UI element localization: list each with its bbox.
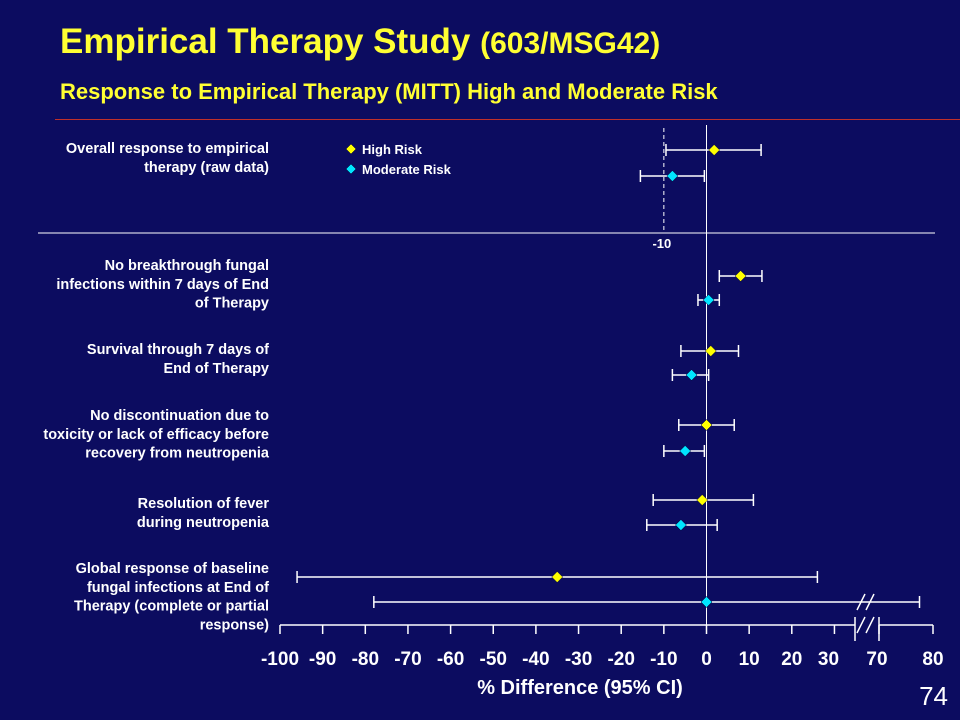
legend-marker bbox=[345, 163, 357, 175]
x-tick-label: -50 bbox=[480, 649, 507, 670]
x-tick-label: -40 bbox=[522, 649, 549, 670]
x-tick-label: 0 bbox=[701, 649, 712, 670]
x-tick-label: 70 bbox=[866, 649, 887, 670]
category-label-line: Survival through 7 days of bbox=[87, 342, 269, 358]
x-tick-label: 80 bbox=[922, 649, 943, 670]
point-estimate bbox=[700, 596, 713, 608]
point-estimate bbox=[685, 369, 698, 381]
x-tick-label: -100 bbox=[261, 649, 299, 670]
title-text: Empirical Therapy Study bbox=[60, 22, 481, 61]
point-estimate bbox=[679, 445, 692, 457]
category-label-line: therapy (raw data) bbox=[144, 160, 269, 176]
category-label-line: Global response of baseline bbox=[76, 561, 269, 577]
x-tick-label: -20 bbox=[607, 649, 634, 670]
x-tick-label: 10 bbox=[739, 649, 760, 670]
page-number: 74 bbox=[919, 681, 948, 711]
title-divider bbox=[55, 119, 960, 120]
x-tick-label: -80 bbox=[352, 649, 379, 670]
category-label-line: fungal infections at End of bbox=[87, 580, 269, 596]
category-labels: Overall response to empirical therapy (ra… bbox=[43, 141, 270, 633]
category-label: Survival through 7 days of End of Therapy bbox=[87, 342, 269, 377]
point-estimate bbox=[734, 270, 747, 282]
x-axis-label: % Difference (95% CI) bbox=[477, 677, 683, 699]
category-label-line: during neutropenia bbox=[137, 515, 270, 531]
point-estimate bbox=[675, 519, 687, 531]
page-title: Empirical Therapy Study (603/MSG42) bbox=[60, 22, 660, 62]
x-tick-label: -90 bbox=[309, 649, 336, 670]
x-tick-label: -10 bbox=[650, 649, 677, 670]
category-label: Global response of baseline fungal infect… bbox=[74, 561, 269, 633]
category-label-line: Therapy (complete or partial bbox=[74, 599, 269, 615]
category-label-line: No discontinuation due to bbox=[90, 408, 269, 424]
point-estimate bbox=[551, 571, 564, 583]
x-tick-label: -70 bbox=[394, 649, 421, 670]
legend: High Risk Moderate Risk bbox=[345, 142, 452, 177]
category-label-line: response) bbox=[200, 617, 269, 633]
category-label: Overall response to empirical therapy (ra… bbox=[66, 141, 269, 176]
category-label: Resolution of fever during neutropenia bbox=[137, 496, 270, 531]
x-axis: -100 -90 -80 -70 -60 -50 -40 -30 -20 -10 0 10 20 30 70… bbox=[261, 593, 944, 670]
point-estimate bbox=[696, 494, 709, 506]
category-label-line: No breakthrough fungal bbox=[105, 258, 269, 274]
axis-break-mark bbox=[856, 616, 866, 634]
category-label-line: Resolution of fever bbox=[138, 496, 270, 512]
axis-break-mark bbox=[865, 616, 875, 634]
title-study-id: (603/MSG42) bbox=[480, 27, 661, 60]
x-tick-label: -30 bbox=[565, 649, 592, 670]
legend-label: Moderate Risk bbox=[362, 162, 452, 177]
category-label-line: recovery from neutropenia bbox=[85, 446, 270, 462]
point-estimate bbox=[702, 294, 715, 306]
category-label: No discontinuation due to toxicity or lac… bbox=[43, 408, 270, 462]
point-estimate bbox=[700, 419, 713, 431]
plot-guides: -10 bbox=[38, 125, 935, 625]
series-marks bbox=[296, 144, 921, 608]
x-tick-label: -60 bbox=[437, 649, 464, 670]
category-label-line: toxicity or lack of efficacy before bbox=[43, 427, 269, 443]
category-label: No breakthrough fungal infections within … bbox=[56, 258, 269, 312]
point-estimate bbox=[708, 144, 721, 156]
page-subtitle: Response to Empirical Therapy (MITT) Hig… bbox=[60, 79, 718, 104]
reference-line-label: -10 bbox=[652, 236, 671, 251]
legend-marker bbox=[345, 143, 357, 155]
point-estimate bbox=[704, 345, 717, 357]
x-tick-label: 30 bbox=[818, 649, 839, 670]
x-tick-label: 20 bbox=[781, 649, 802, 670]
category-label-line: Overall response to empirical bbox=[66, 141, 269, 157]
category-label-line: of Therapy bbox=[195, 296, 269, 312]
category-label-line: End of Therapy bbox=[163, 361, 269, 377]
category-label-line: infections within 7 days of End bbox=[56, 277, 269, 293]
point-estimate bbox=[666, 170, 679, 182]
legend-label: High Risk bbox=[362, 142, 423, 157]
